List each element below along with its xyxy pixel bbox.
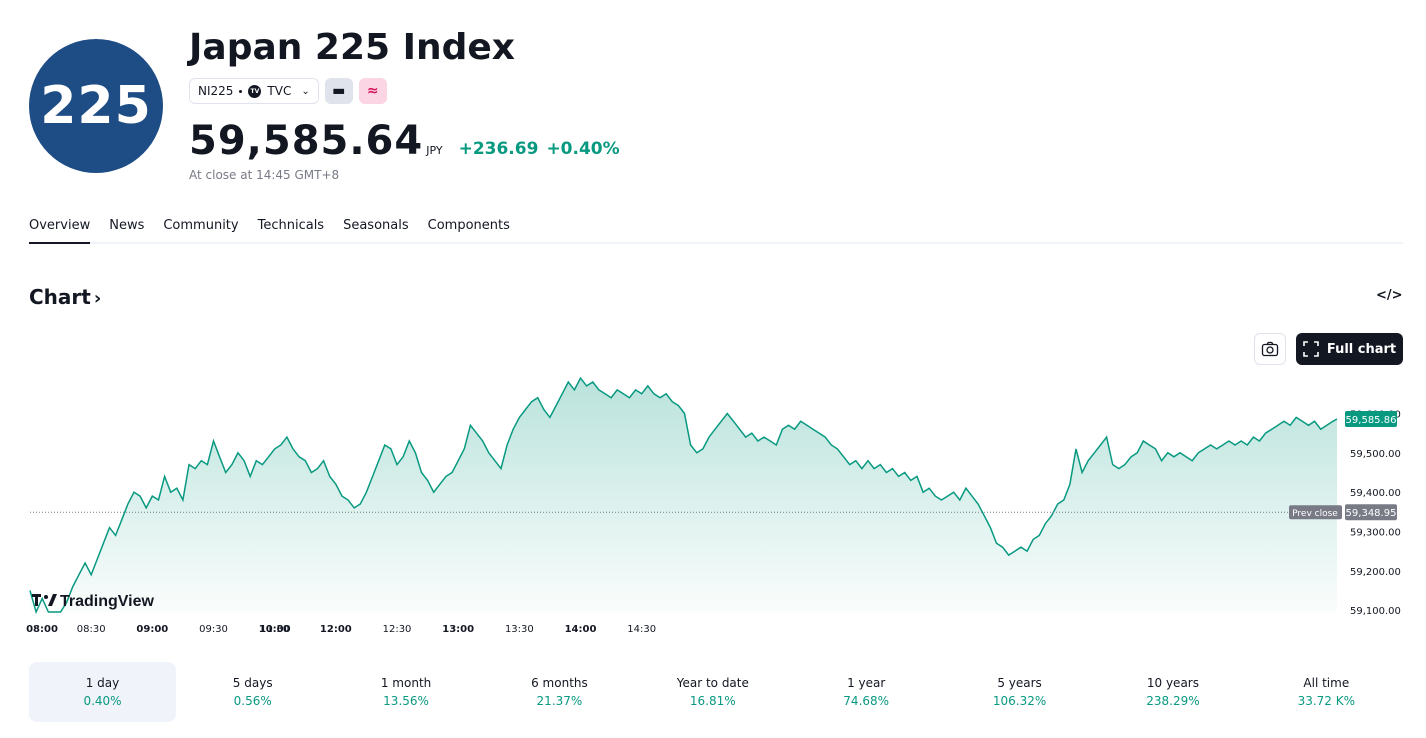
- x-tick-label: 14:30: [627, 624, 656, 635]
- period-value: 16.81%: [689, 694, 736, 708]
- period-label: 1 day: [85, 676, 120, 690]
- camera-icon: [1261, 341, 1279, 357]
- tab-community[interactable]: Community: [163, 218, 239, 233]
- last-price: 59,585.64: [189, 118, 424, 164]
- x-tick-label: 12:30: [383, 624, 412, 635]
- embed-code-icon[interactable]: </>: [1376, 288, 1403, 303]
- full-chart-button[interactable]: Full chart: [1296, 333, 1403, 365]
- prev-close-tag-label: Prev close: [1292, 509, 1338, 519]
- prev-close-badge-label: 59,348.95: [1346, 508, 1397, 519]
- period-label: All time: [1303, 676, 1350, 690]
- period-value: 0.40%: [83, 694, 122, 708]
- period-5-years[interactable]: 5 years 106.32%: [943, 662, 1096, 722]
- fullscreen-icon: [1303, 341, 1319, 357]
- chart-section-link[interactable]: Chart ›: [29, 285, 101, 309]
- x-tick-label: 12:00: [320, 624, 352, 635]
- exchange-label: TVC: [267, 84, 292, 98]
- period-label: Year to date: [676, 676, 749, 690]
- period-value: 13.56%: [383, 694, 429, 708]
- x-tick-label: 08:30: [77, 624, 106, 635]
- chevron-down-icon: ⌄: [301, 85, 310, 97]
- full-chart-label: Full chart: [1326, 341, 1397, 357]
- period-value: 74.68%: [843, 694, 890, 708]
- plot-area: [29, 376, 1338, 615]
- x-tick-label: 10:00: [259, 624, 291, 635]
- y-tick-label: 59,200.00: [1350, 567, 1401, 578]
- x-tick-label: 11:30: [260, 624, 289, 635]
- y-tick-label: 59,500.00: [1350, 449, 1401, 460]
- chart-section-title: Chart: [29, 285, 91, 309]
- period-value: 106.32%: [992, 694, 1047, 708]
- price-line: [29, 376, 1338, 615]
- price-row: 59,585.64 JPY +236.69 +0.40%: [189, 118, 620, 164]
- period-label: 6 months: [531, 676, 588, 690]
- period-label: 1 year: [847, 676, 886, 690]
- period-label: 1 month: [380, 676, 432, 690]
- last-price-badge: [1345, 410, 1397, 427]
- tradingview-watermark: TradingView: [32, 593, 155, 610]
- period-year-to-date[interactable]: Year to date 16.81%: [636, 662, 789, 722]
- last-price-badge-label: 59,585.86: [1346, 415, 1397, 426]
- separator-dot: [239, 89, 243, 93]
- exchange-logo-icon: TV: [248, 84, 262, 98]
- tab-news[interactable]: News: [109, 218, 145, 233]
- period-10-years[interactable]: 10 years 238.29%: [1096, 662, 1249, 722]
- period-1-year[interactable]: 1 year 74.68%: [790, 662, 943, 722]
- x-tick-label: 14:00: [565, 624, 597, 635]
- y-axis: 59,600.0059,500.0059,400.0059,300.0059,2…: [1289, 409, 1401, 617]
- period-label: 10 years: [1146, 676, 1199, 690]
- tab-overview[interactable]: Overview: [29, 218, 91, 244]
- tab-technicals[interactable]: Technicals: [257, 218, 325, 233]
- period-value: 0.56%: [233, 694, 272, 708]
- currency-label: JPY: [426, 144, 443, 157]
- period-value: 33.72 K%: [1297, 694, 1356, 708]
- page-title: Japan 225 Index: [189, 27, 516, 68]
- x-tick-label: 09:00: [136, 624, 168, 635]
- y-tick-label: 59,300.00: [1350, 528, 1401, 539]
- period-1-month[interactable]: 1 month 13.56%: [329, 662, 482, 722]
- period-5-days[interactable]: 5 days 0.56%: [176, 662, 329, 722]
- chevron-right-icon: ›: [93, 288, 102, 309]
- prev-close-badge: [1345, 504, 1397, 521]
- tab-seasonals[interactable]: Seasonals: [343, 218, 409, 233]
- symbol-chips: NI225 TV TVC ⌄ ▬ ≈: [189, 78, 387, 104]
- period-selector: 1 day 0.40% 5 days 0.56% 1 month 13.56% 6 m…: [29, 662, 1403, 722]
- period-value: 21.37%: [536, 694, 583, 708]
- period-label: 5 days: [232, 676, 273, 690]
- market-closed-icon[interactable]: ▬: [324, 78, 353, 104]
- tradingview-logo-icon: [32, 594, 57, 606]
- x-tick-label: 13:00: [442, 624, 474, 635]
- x-tick-label: 13:30: [505, 624, 534, 635]
- y-tick-label: 59,400.00: [1350, 488, 1401, 499]
- market-status: At close at 14:45 GMT+8: [189, 168, 340, 182]
- tab-components[interactable]: Components: [427, 218, 510, 233]
- screenshot-button[interactable]: [1254, 333, 1286, 365]
- prev-close-tag: [1289, 505, 1342, 520]
- period-label: 5 years: [997, 676, 1042, 690]
- symbol-chip[interactable]: NI225 TV TVC ⌄: [189, 78, 319, 104]
- period-value: 238.29%: [1146, 694, 1200, 708]
- period-all-time[interactable]: All time 33.72 K%: [1250, 662, 1403, 722]
- period-1-day[interactable]: 1 day 0.40%: [29, 662, 176, 722]
- x-tick-label: 09:30: [199, 624, 228, 635]
- price-area: [30, 378, 1337, 612]
- watermark-text: TradingView: [60, 593, 155, 610]
- tab-bar: Overview News Community Technicals Seaso…: [29, 218, 1403, 244]
- y-tick-label: 59,100.00: [1350, 606, 1401, 617]
- delayed-data-icon[interactable]: ≈: [358, 78, 387, 104]
- x-tick-label: 08:00: [26, 624, 58, 635]
- price-change-percent: +0.40%: [546, 139, 620, 159]
- price-change: +236.69: [458, 139, 539, 159]
- index-logo: 225: [29, 39, 163, 173]
- symbol-label: NI225: [198, 84, 234, 98]
- period-6-months[interactable]: 6 months 21.37%: [483, 662, 636, 722]
